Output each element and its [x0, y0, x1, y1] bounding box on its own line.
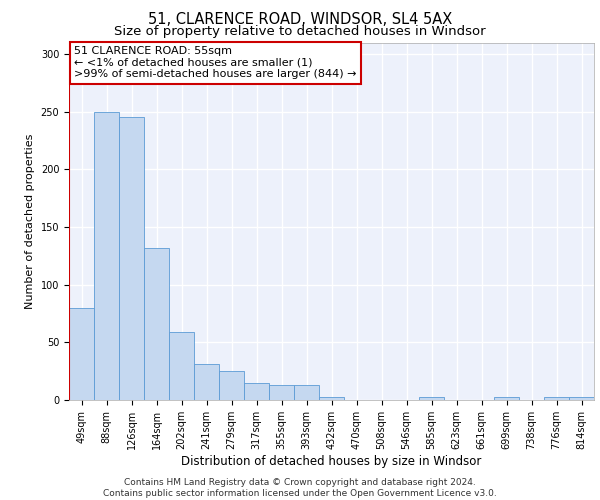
Bar [269, 385, 294, 400]
Bar [144, 248, 169, 400]
Bar [419, 396, 444, 400]
Bar [219, 371, 244, 400]
Bar [194, 364, 219, 400]
Text: 51 CLARENCE ROAD: 55sqm
← <1% of detached houses are smaller (1)
>99% of semi-de: 51 CLARENCE ROAD: 55sqm ← <1% of detache… [74, 46, 357, 80]
Bar [94, 112, 119, 400]
Text: Size of property relative to detached houses in Windsor: Size of property relative to detached ho… [114, 25, 486, 38]
Bar [119, 118, 144, 400]
Bar [319, 396, 344, 400]
X-axis label: Distribution of detached houses by size in Windsor: Distribution of detached houses by size … [181, 454, 482, 468]
Bar [569, 396, 594, 400]
Bar [494, 396, 519, 400]
Bar [69, 308, 94, 400]
Bar [169, 332, 194, 400]
Bar [294, 385, 319, 400]
Bar [544, 396, 569, 400]
Bar [244, 382, 269, 400]
Text: Contains HM Land Registry data © Crown copyright and database right 2024.
Contai: Contains HM Land Registry data © Crown c… [103, 478, 497, 498]
Y-axis label: Number of detached properties: Number of detached properties [25, 134, 35, 309]
Text: 51, CLARENCE ROAD, WINDSOR, SL4 5AX: 51, CLARENCE ROAD, WINDSOR, SL4 5AX [148, 12, 452, 28]
